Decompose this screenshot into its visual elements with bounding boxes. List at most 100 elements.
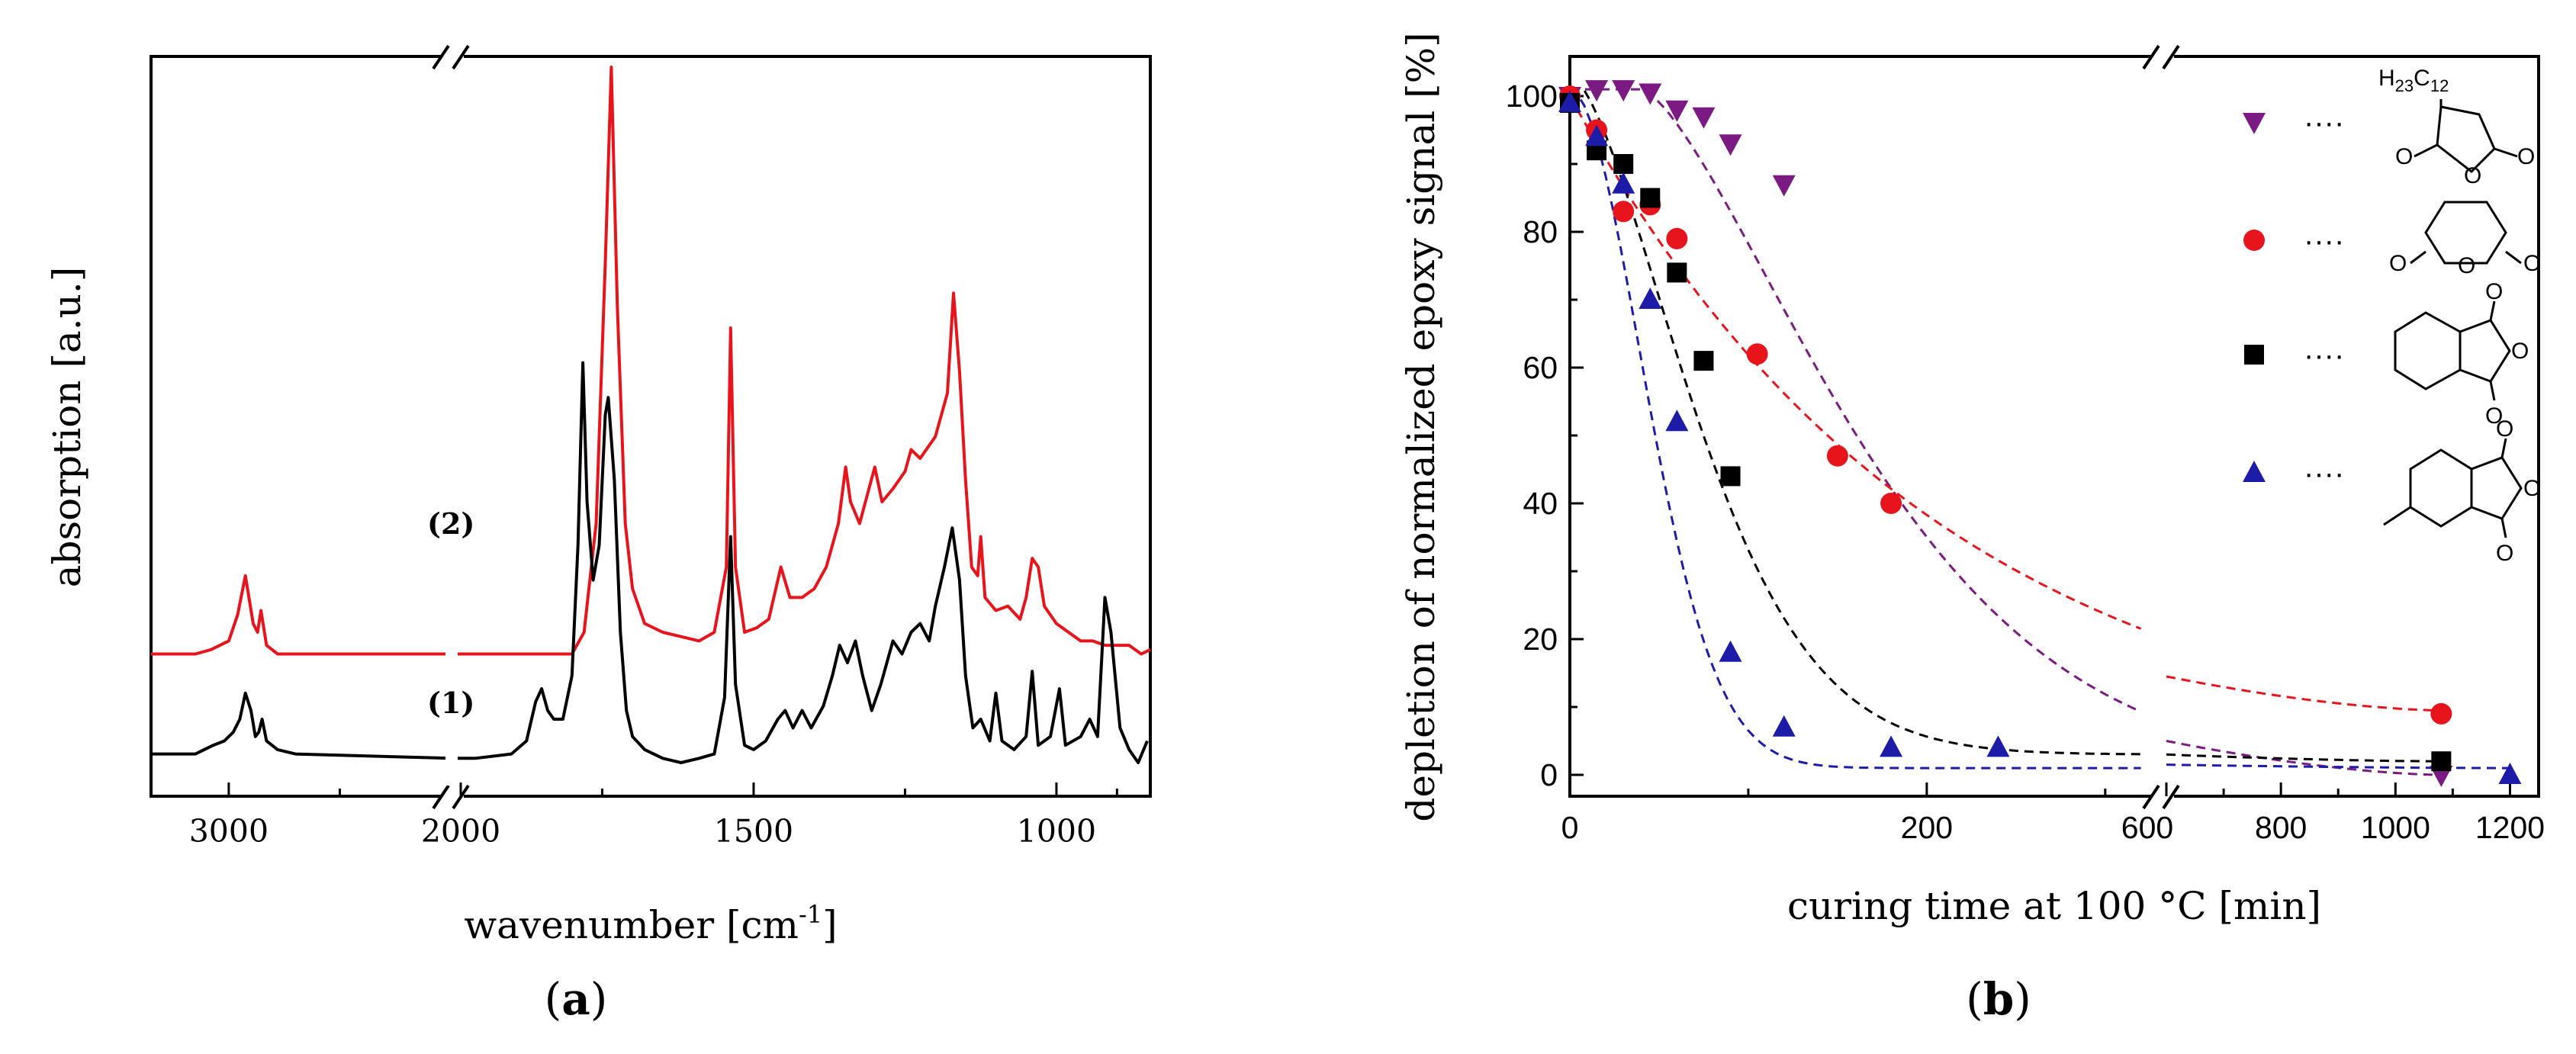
panel-a-break-marks <box>432 44 470 810</box>
structure-hexahydrophthalic-anhydride <box>2394 300 2511 401</box>
data-point-triangle-up <box>2498 763 2522 784</box>
panel-b-x-tick-label: 800 <box>2255 810 2307 845</box>
data-point-triangle-down <box>1612 80 1635 102</box>
panel-b-label: (b) <box>1966 973 2031 1025</box>
data-point-square <box>1667 262 1687 283</box>
data-point-triangle-up <box>1585 124 1609 146</box>
data-point-triangle-down <box>1772 175 1796 197</box>
structure-methylhexahydrophthalic-anhydride <box>2383 438 2523 538</box>
spectrum-1-left <box>151 691 452 760</box>
data-point-triangle-down <box>1719 134 1742 156</box>
panel-a-x-tick-label: 2000 <box>421 813 500 850</box>
panel-a-x-tick-label: 3000 <box>189 813 269 850</box>
panel-a-break-curve-gap <box>445 534 458 786</box>
fit-curve-right-1 <box>2166 675 2442 712</box>
anhydride-structures <box>2383 99 2523 538</box>
panel-a-x-axis-title: wavenumber [cm-1] <box>464 900 837 947</box>
fit-curve-left-3 <box>1569 88 2141 770</box>
data-point-square <box>1640 188 1661 208</box>
data-point-square <box>1693 351 1714 371</box>
panel-b-fit-curves <box>1568 88 2510 776</box>
svg-text:O: O <box>2464 163 2481 188</box>
data-point-triangle-up <box>1880 735 1903 757</box>
legend-dots: ···· <box>2304 339 2344 372</box>
panel-b-y-axis-title: depletion of normalized epoxy signal [%] <box>1399 32 1443 821</box>
panel-b-x-tick-label: 1200 <box>2475 810 2545 845</box>
fit-curve-right-0 <box>2166 740 2442 776</box>
panel-b-x-tick-label: 200 <box>1901 810 1953 845</box>
data-point-triangle-up <box>1665 410 1689 432</box>
panel-b-y-tick-label: 40 <box>1523 486 1558 521</box>
fit-curve-left-1 <box>1568 95 2142 630</box>
data-point-triangle-down <box>1665 100 1689 122</box>
svg-text:O: O <box>2511 339 2529 364</box>
panel-a: 3000 2000 1500 1000 (2) (1) wavenumber [cm-… <box>45 44 1152 1025</box>
svg-text:O: O <box>2496 541 2513 566</box>
legend-marker-triangle-down <box>2243 113 2266 134</box>
svg-text:O: O <box>2458 253 2475 278</box>
data-point-square <box>1613 154 1634 174</box>
spectrum-1-right <box>451 361 1149 764</box>
legend-marker-circle <box>2243 230 2265 251</box>
legend-dots: ···· <box>2304 106 2344 140</box>
data-point-triangle-up <box>1772 715 1796 737</box>
data-point-triangle-down <box>1585 80 1609 102</box>
legend-dots: ···· <box>2304 457 2344 490</box>
spectrum-2-right <box>451 66 1151 656</box>
data-point-triangle-up <box>1558 90 1581 112</box>
data-point-circle <box>1880 493 1902 514</box>
structure-atom-labels: H23C12 O O O O O O O O O O O O <box>2378 66 2541 566</box>
panel-b-frame <box>1568 55 2540 798</box>
svg-text:O: O <box>2523 476 2541 501</box>
panel-a-y-axis-title: absorption [a.u.] <box>45 267 89 588</box>
panel-b-x-tick-label: 600 <box>2121 810 2173 845</box>
fit-curve-right-3 <box>2166 763 2510 770</box>
svg-text:O: O <box>2485 279 2503 304</box>
data-point-triangle-up <box>1639 288 1662 309</box>
panel-a-x-tick-label: 1000 <box>1017 813 1096 850</box>
panel-a-ticks: 3000 2000 1500 1000 <box>189 782 1118 850</box>
panel-b-y-tick-label: 60 <box>1523 350 1558 385</box>
data-point-circle <box>1613 201 1635 223</box>
legend-marker-square <box>2244 345 2264 365</box>
data-point-circle <box>1666 227 1688 249</box>
data-point-triangle-up <box>1612 172 1635 194</box>
svg-text:O: O <box>2485 403 2503 429</box>
panel-a-frame <box>150 55 1152 798</box>
legend-marker-triangle-up <box>2243 461 2266 482</box>
fit-curve-right-2 <box>2166 753 2442 763</box>
panel-b-legend: ···· ···· ···· ···· <box>2243 106 2344 490</box>
svg-text:O: O <box>2523 251 2541 276</box>
formula-h23c12: H23C12 <box>2378 66 2449 95</box>
svg-text:O: O <box>2517 144 2535 169</box>
panel-a-x-tick-label: 1500 <box>714 813 793 850</box>
panel-b-x-tick-label: 1000 <box>2361 810 2430 845</box>
svg-text:O: O <box>2395 144 2413 169</box>
data-point-circle <box>2430 702 2452 725</box>
data-point-square <box>2431 751 2452 772</box>
panel-a-label: (a) <box>545 973 608 1025</box>
fit-curve-left-0 <box>1570 88 2142 713</box>
panel-b-points <box>1558 80 2522 787</box>
data-point-triangle-down <box>1692 107 1716 129</box>
panel-b-x-tick-label: 0 <box>1561 810 1579 845</box>
structure-dodecenyl-succinic-anhydride <box>2414 99 2518 173</box>
curve-label-2: (2) <box>427 506 474 541</box>
panel-b-y-tick-label: 0 <box>1540 757 1558 792</box>
data-point-triangle-down <box>1639 83 1662 105</box>
panel-b-x-axis-title: curing time at 100 °C [min] <box>1787 884 2321 928</box>
panel-a-series <box>151 66 1151 786</box>
curve-label-1: (1) <box>427 686 474 720</box>
data-point-triangle-up <box>1986 735 2010 757</box>
data-point-circle <box>1746 343 1768 365</box>
panel-b-y-tick-label: 80 <box>1523 214 1558 249</box>
svg-text:O: O <box>2389 251 2407 276</box>
panel-b-y-tick-label: 100 <box>1506 79 1558 114</box>
data-point-triangle-up <box>1719 640 1742 662</box>
legend-dots: ···· <box>2304 224 2344 258</box>
structure-glutaric-anhydride <box>2410 201 2522 265</box>
fit-curve-left-2 <box>1570 88 2141 756</box>
